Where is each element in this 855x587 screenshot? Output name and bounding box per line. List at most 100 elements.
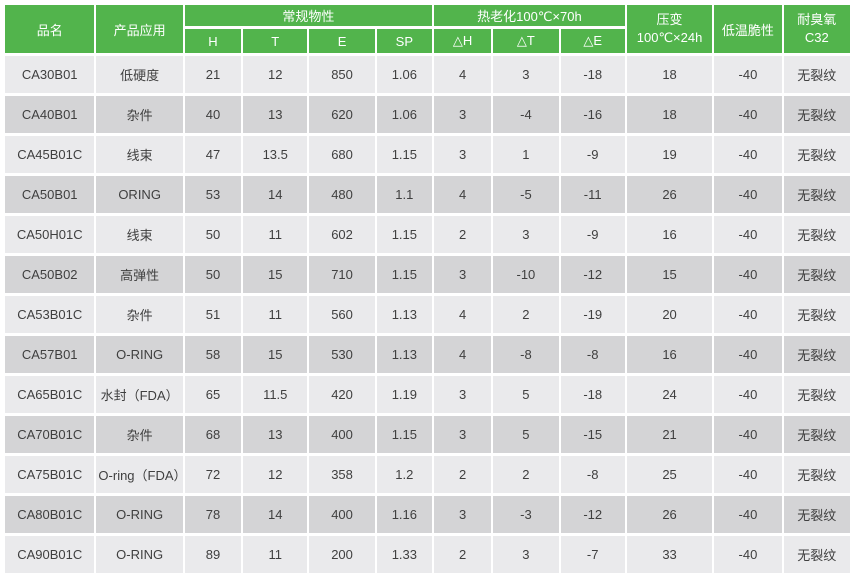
header-row-top: 品名 产品应用 常规物性 热老化100℃×70h 压变 100℃×24h 低温脆… <box>5 5 850 53</box>
cell-low-temp-brittleness: -40 <box>714 176 782 213</box>
table-row: CA30B01 低硬度 21 12 850 1.06 4 3 -18 18 -40 无裂纹 <box>5 56 850 93</box>
cell-elongation-e: 358 <box>309 456 375 493</box>
cell-delta-h: 4 <box>433 56 492 93</box>
table-row: CA50B02 高弹性 50 15 710 1.15 3 -10 -12 15 -40 无裂纹 <box>5 256 850 293</box>
cell-delta-e: -9 <box>560 216 625 253</box>
cell-compression-set: 20 <box>626 296 713 333</box>
cell-application: ORING <box>96 176 183 213</box>
cell-delta-t: -10 <box>493 256 559 293</box>
cell-application: 杂件 <box>96 296 183 333</box>
cell-ozone-resistance: 无裂纹 <box>783 56 850 93</box>
cell-delta-h: 2 <box>433 536 492 573</box>
cell-elongation-e: 530 <box>309 336 375 373</box>
table-row: CA70B01C 杂件 68 13 400 1.15 3 5 -15 21 -40 无裂纹 <box>5 416 850 453</box>
product-spec-table: 品名 产品应用 常规物性 热老化100℃×70h 压变 100℃×24h 低温脆… <box>3 2 852 576</box>
cell-ozone-resistance: 无裂纹 <box>783 256 850 293</box>
table-row: CA90B01C O-RING 89 11 200 1.33 2 3 -7 33 -40 无裂纹 <box>5 536 850 573</box>
cell-compression-set: 26 <box>626 176 713 213</box>
col-header-delta-e: △E <box>560 29 625 53</box>
col-header-low-temp-brittleness: 低温脆性 <box>714 5 782 53</box>
cell-delta-t: 1 <box>493 136 559 173</box>
cell-application: 线束 <box>96 216 183 253</box>
cell-delta-h: 4 <box>433 176 492 213</box>
cell-ozone-resistance: 无裂纹 <box>783 416 850 453</box>
col-header-product-name: 品名 <box>5 5 95 53</box>
cell-ozone-resistance: 无裂纹 <box>783 96 850 133</box>
cell-tensile-t: 14 <box>243 496 308 533</box>
cell-application: 杂件 <box>96 96 183 133</box>
cell-tensile-t: 13 <box>243 416 308 453</box>
cell-product-name: CA30B01 <box>5 56 95 93</box>
cell-tensile-t: 13.5 <box>243 136 308 173</box>
cell-tensile-t: 11 <box>243 296 308 333</box>
cell-product-name: CA70B01C <box>5 416 95 453</box>
cell-compression-set: 19 <box>626 136 713 173</box>
cell-elongation-e: 710 <box>309 256 375 293</box>
cell-delta-e: -18 <box>560 56 625 93</box>
cell-delta-e: -19 <box>560 296 625 333</box>
table-row: CA50B01 ORING 53 14 480 1.1 4 -5 -11 26 -40 无裂纹 <box>5 176 850 213</box>
cell-low-temp-brittleness: -40 <box>714 56 782 93</box>
cell-tensile-t: 11 <box>243 216 308 253</box>
cell-hardness-h: 40 <box>184 96 242 133</box>
cell-compression-set: 21 <box>626 416 713 453</box>
cell-product-name: CA40B01 <box>5 96 95 133</box>
cell-low-temp-brittleness: -40 <box>714 336 782 373</box>
col-header-sp: SP <box>376 29 432 53</box>
cell-delta-h: 4 <box>433 296 492 333</box>
cell-sp: 1.15 <box>376 256 432 293</box>
cell-delta-t: 2 <box>493 296 559 333</box>
cell-ozone-resistance: 无裂纹 <box>783 456 850 493</box>
cell-ozone-resistance: 无裂纹 <box>783 536 850 573</box>
cell-product-name: CA50B02 <box>5 256 95 293</box>
header-row-sub: H T E SP △H △T △E <box>5 29 850 53</box>
cell-delta-e: -18 <box>560 376 625 413</box>
cell-elongation-e: 602 <box>309 216 375 253</box>
cell-compression-set: 18 <box>626 56 713 93</box>
cell-low-temp-brittleness: -40 <box>714 456 782 493</box>
cell-ozone-resistance: 无裂纹 <box>783 136 850 173</box>
cell-hardness-h: 51 <box>184 296 242 333</box>
cell-elongation-e: 620 <box>309 96 375 133</box>
table-row: CA45B01C 线束 47 13.5 680 1.15 3 1 -9 19 -40 无裂纹 <box>5 136 850 173</box>
cell-delta-e: -15 <box>560 416 625 453</box>
cell-ozone-resistance: 无裂纹 <box>783 496 850 533</box>
cell-delta-t: 2 <box>493 456 559 493</box>
col-header-delta-h: △H <box>433 29 492 53</box>
cell-elongation-e: 560 <box>309 296 375 333</box>
cell-application: O-RING <box>96 536 183 573</box>
cell-sp: 1.33 <box>376 536 432 573</box>
cell-low-temp-brittleness: -40 <box>714 96 782 133</box>
cell-sp: 1.15 <box>376 416 432 453</box>
cell-sp: 1.1 <box>376 176 432 213</box>
cell-sp: 1.15 <box>376 136 432 173</box>
cell-tensile-t: 15 <box>243 256 308 293</box>
cell-ozone-resistance: 无裂纹 <box>783 176 850 213</box>
cell-product-name: CA65B01C <box>5 376 95 413</box>
cell-ozone-resistance: 无裂纹 <box>783 376 850 413</box>
cell-hardness-h: 78 <box>184 496 242 533</box>
cell-sp: 1.06 <box>376 96 432 133</box>
cell-product-name: CA50H01C <box>5 216 95 253</box>
cell-hardness-h: 72 <box>184 456 242 493</box>
table-row: CA80B01C O-RING 78 14 400 1.16 3 -3 -12 26 -40 无裂纹 <box>5 496 850 533</box>
cell-elongation-e: 400 <box>309 496 375 533</box>
cell-product-name: CA50B01 <box>5 176 95 213</box>
cell-delta-e: -7 <box>560 536 625 573</box>
cell-elongation-e: 420 <box>309 376 375 413</box>
cell-elongation-e: 480 <box>309 176 375 213</box>
cell-compression-set: 25 <box>626 456 713 493</box>
cell-delta-e: -8 <box>560 456 625 493</box>
cell-compression-set: 33 <box>626 536 713 573</box>
cell-product-name: CA80B01C <box>5 496 95 533</box>
cell-application: 线束 <box>96 136 183 173</box>
col-header-delta-t: △T <box>493 29 559 53</box>
cell-low-temp-brittleness: -40 <box>714 296 782 333</box>
cell-low-temp-brittleness: -40 <box>714 136 782 173</box>
cell-hardness-h: 47 <box>184 136 242 173</box>
cell-application: 杂件 <box>96 416 183 453</box>
cell-delta-h: 3 <box>433 376 492 413</box>
col-header-e: E <box>309 29 375 53</box>
cell-delta-e: -12 <box>560 256 625 293</box>
cell-sp: 1.06 <box>376 56 432 93</box>
